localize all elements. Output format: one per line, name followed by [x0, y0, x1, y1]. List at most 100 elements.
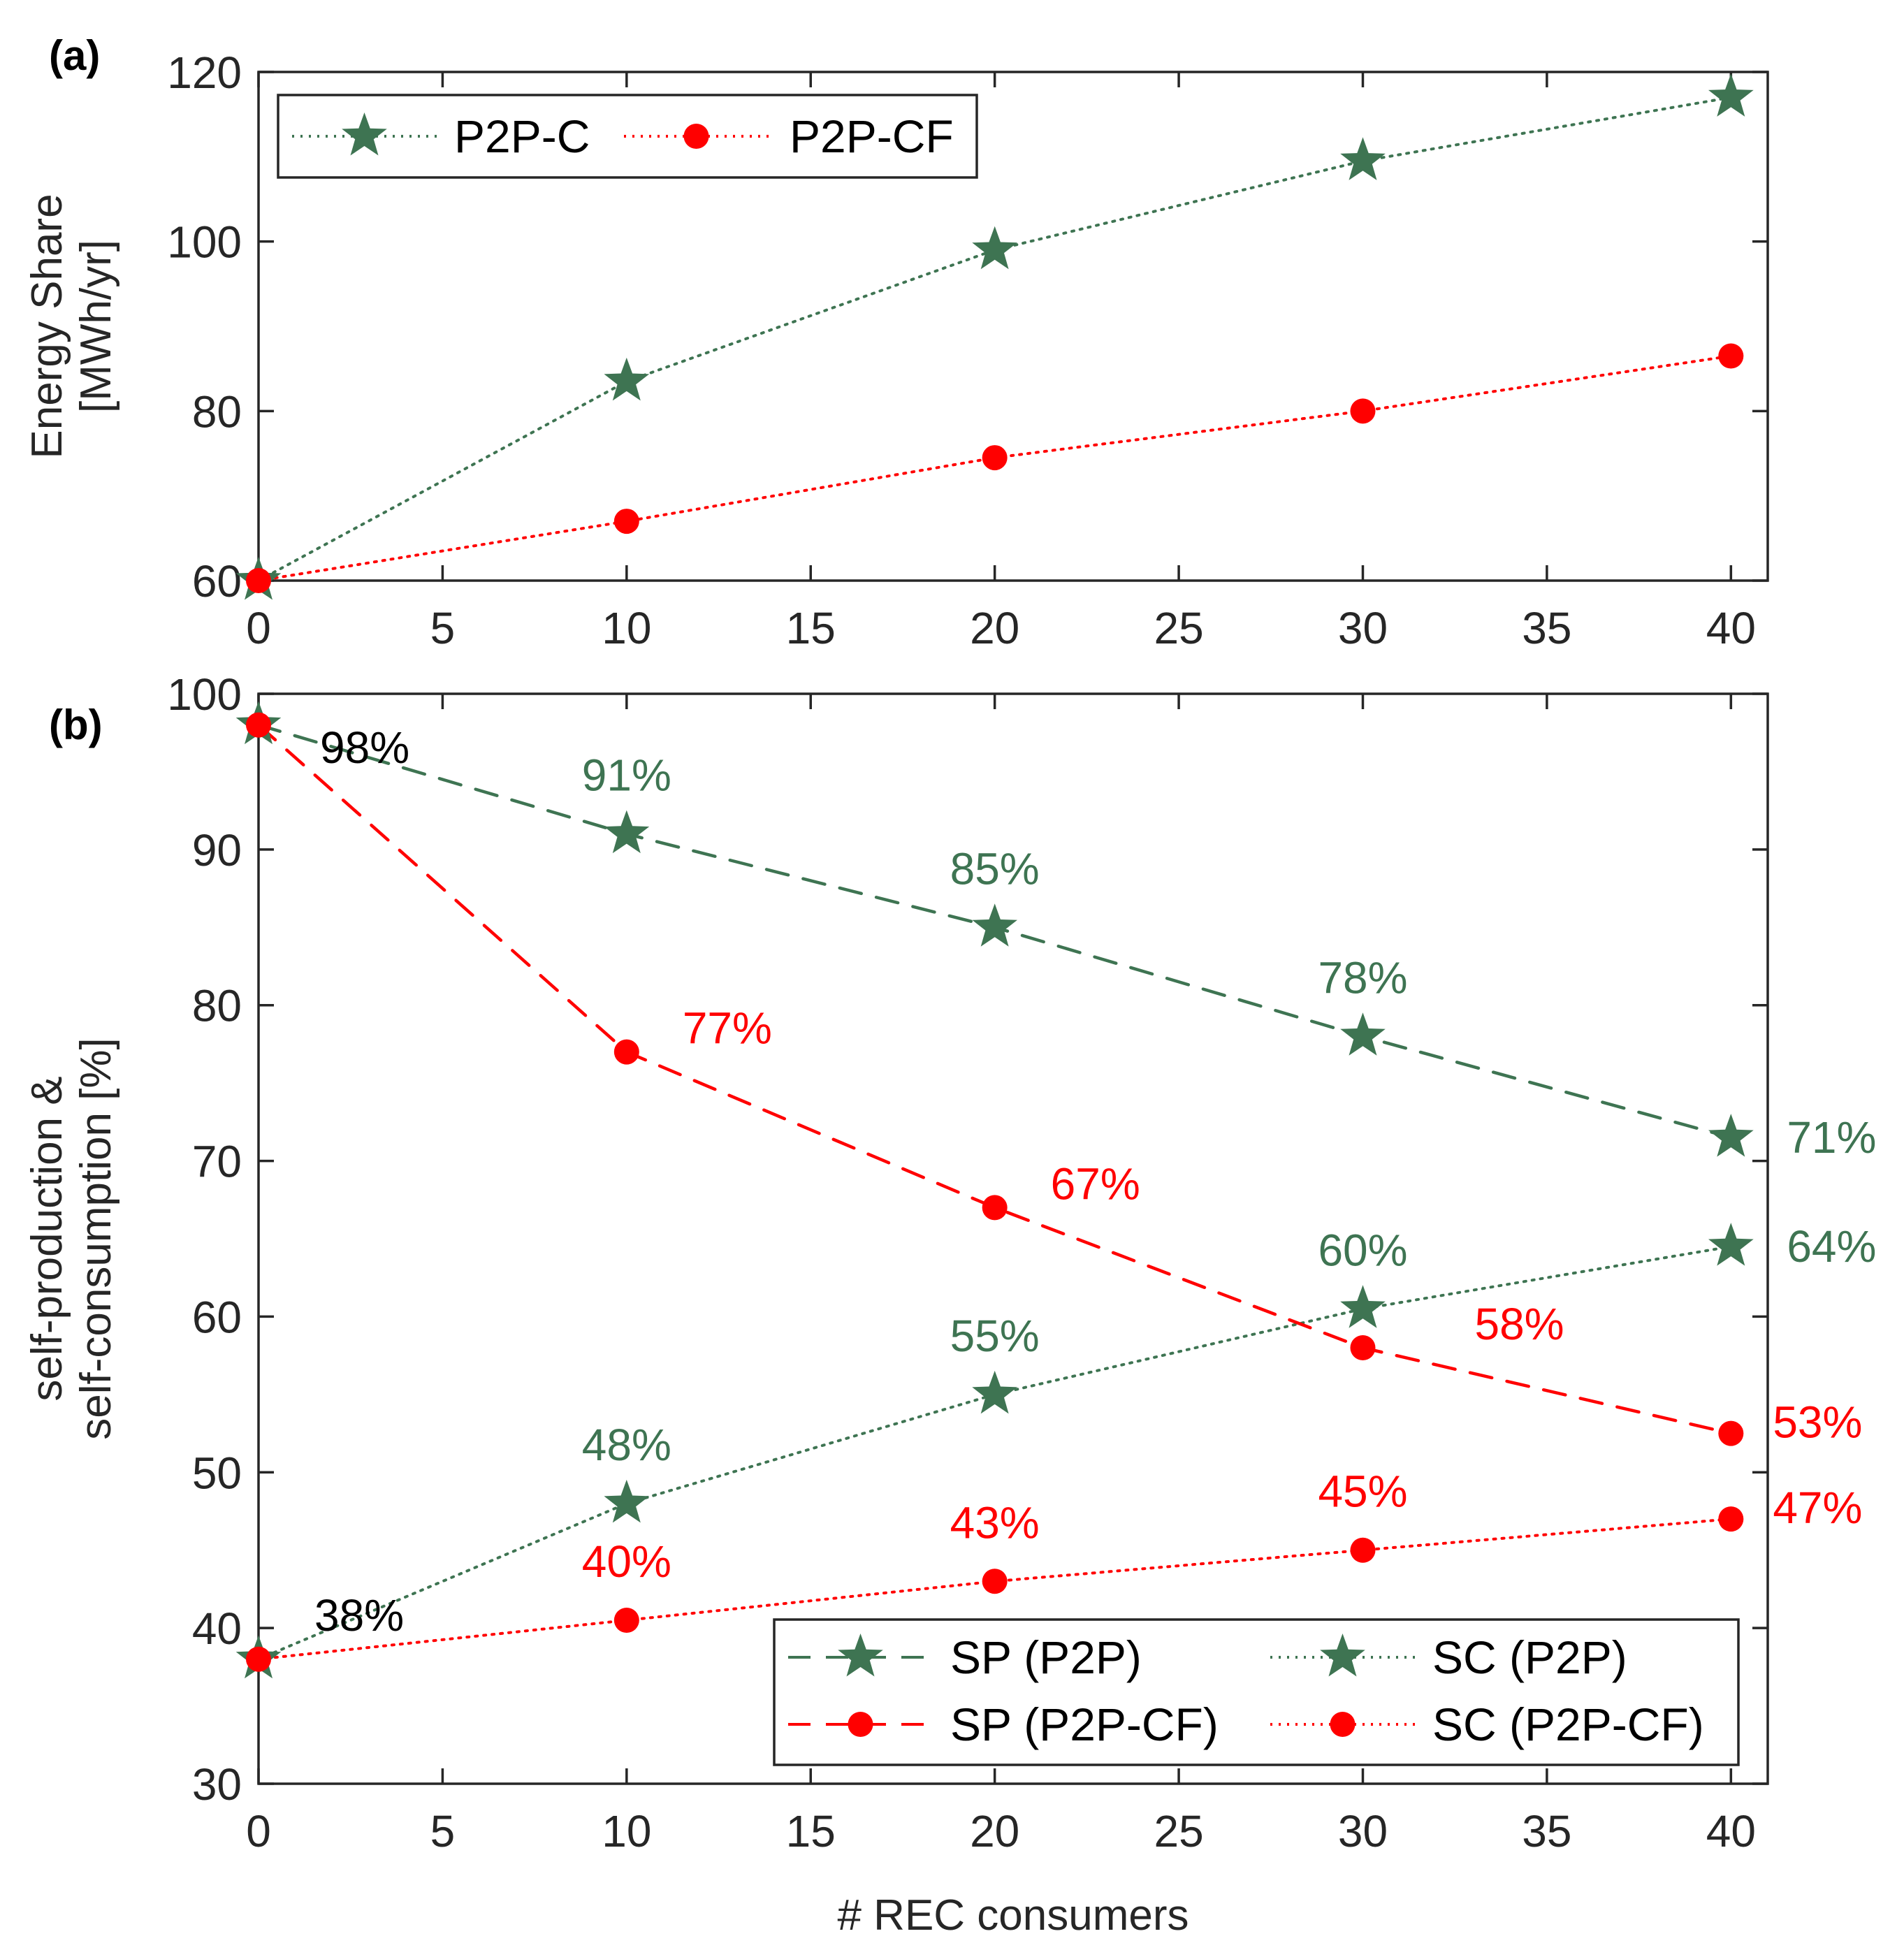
- y-tick-label: 60: [192, 1292, 242, 1342]
- data-label-sc-p2p-cf-30: 45%: [1318, 1467, 1407, 1517]
- point-sc-p2p-30: [1340, 1285, 1386, 1328]
- panel-b-plot-frame: [257, 692, 1769, 1785]
- data-label-sc-p2p-10: 48%: [582, 1420, 671, 1470]
- x-tick-label: 15: [786, 603, 836, 653]
- y-tick-label: 70: [192, 1137, 242, 1187]
- point-sc-p2p-cf-0: [246, 1646, 271, 1672]
- point-sp-p2p-cf-0: [246, 712, 271, 738]
- data-label-sc-p2p-20: 55%: [950, 1311, 1040, 1361]
- legend-marker-shape-p2p-c: [342, 112, 387, 156]
- legend-label-sc-p2p-cf: SC (P2P-CF): [1432, 1698, 1704, 1750]
- legend-marker-shape-sc-p2p-cf: [1330, 1712, 1356, 1737]
- x-tick-label: 30: [1338, 1806, 1388, 1856]
- point-p2p-cf-10: [613, 509, 639, 534]
- legend-marker-p2p-c: [342, 112, 387, 156]
- x-tick-label: 15: [786, 1806, 836, 1856]
- y-tick-label: 100: [167, 669, 242, 720]
- point-sp-p2p-cf-10: [613, 1039, 639, 1065]
- x-tick-label: 35: [1522, 1806, 1571, 1856]
- panel-a-ylabel-line1: Energy Share: [23, 194, 71, 458]
- legend-marker-sp-p2p-cf: [848, 1712, 873, 1737]
- series-line-p2p-c: [257, 96, 1733, 582]
- panel-b-ylabel-line2: self-consumption [%]: [72, 1038, 120, 1439]
- data-label-sc-p2p-40: 64%: [1787, 1221, 1876, 1272]
- y-tick-label: 80: [192, 386, 242, 437]
- x-tick-label: 25: [1154, 1806, 1203, 1856]
- point-p2p-c-40: [1708, 73, 1754, 117]
- x-tick-label: 10: [602, 1806, 651, 1856]
- x-tick-label: 25: [1154, 603, 1203, 653]
- point-p2p-c-30: [1340, 137, 1386, 180]
- point-sc-p2p-cf-30: [1350, 1537, 1376, 1563]
- x-tick-label: 10: [602, 603, 651, 653]
- point-sc-p2p-10: [604, 1479, 650, 1523]
- data-label-sp-p2p-30: 78%: [1318, 952, 1407, 1003]
- legend-label-sp-p2p-cf: SP (P2P-CF): [950, 1698, 1219, 1750]
- panel-b-series: [235, 701, 1754, 1679]
- legend-label-sp-p2p: SP (P2P): [950, 1631, 1142, 1683]
- y-tick-label: 100: [167, 217, 242, 268]
- data-label-sp-p2p-cf-40: 53%: [1773, 1397, 1862, 1448]
- point-sc-p2p-cf-10: [613, 1608, 639, 1633]
- panel-b-data-labels: 91% 85% 78% 71% 48% 55% 60% 64% 77% 67% 58% 53% 40% 4…: [582, 750, 1877, 1587]
- legend-marker-sc-p2p: [1320, 1634, 1365, 1677]
- x-tick-label: 20: [970, 603, 1019, 653]
- data-label-sp-p2p-10: 91%: [582, 750, 671, 801]
- legend-label-sc-p2p: SC (P2P): [1432, 1631, 1627, 1683]
- data-label-sp-p2p-20: 85%: [950, 843, 1040, 894]
- point-sp-p2p-cf-20: [982, 1195, 1008, 1221]
- panel-b-xlabel: # REC consumers: [837, 1891, 1189, 1940]
- data-label-sc-p2p-cf-20: 43%: [950, 1497, 1040, 1548]
- x-tick-label: 20: [970, 1806, 1019, 1856]
- start-label-sp: 98%: [320, 722, 409, 773]
- y-tick-label: 60: [192, 556, 242, 606]
- panel-b-ylabel-line1: self-production &: [23, 1076, 71, 1401]
- x-tick-label: 40: [1706, 603, 1756, 653]
- panel-b-label: (b): [49, 701, 103, 748]
- point-sc-p2p-cf-20: [982, 1569, 1008, 1594]
- point-sp-p2p-10: [604, 810, 650, 854]
- legend-marker-sc-p2p-cf: [1330, 1712, 1356, 1737]
- data-label-sc-p2p-cf-40: 47%: [1773, 1483, 1862, 1533]
- y-tick-label: 50: [192, 1448, 242, 1498]
- panel-b-legend: SP (P2P) SC (P2P) SP (P2P-CF) SC (P2P-CF…: [773, 1618, 1740, 1766]
- panel-b-legend-box: [773, 1618, 1740, 1766]
- x-tick-label: 40: [1706, 1806, 1756, 1856]
- legend-marker-shape-sp-p2p: [838, 1634, 883, 1677]
- panel-a-label: (a): [49, 32, 100, 79]
- panel-a-ticks: 0 5 10 15 20 25 30 35 40 60 80 100 120: [167, 48, 1768, 653]
- panel-a-ylabel-line2: [MWh/yr]: [72, 240, 120, 413]
- panel-b: (b) self-production & self-consumption […: [23, 669, 1876, 1940]
- series-line-sp-p2p-cf: [256, 723, 1733, 1435]
- point-p2p-c-20: [972, 226, 1017, 270]
- series-line-sc-p2p: [257, 1245, 1733, 1661]
- point-sp-p2p-20: [972, 903, 1017, 947]
- point-p2p-cf-20: [982, 445, 1008, 471]
- x-tick-label: 5: [430, 603, 456, 653]
- point-p2p-c-10: [604, 357, 650, 401]
- data-label-sp-p2p-40: 71%: [1787, 1112, 1876, 1163]
- legend-label-p2p-cf: P2P-CF: [790, 110, 954, 162]
- x-tick-label: 35: [1522, 603, 1571, 653]
- panel-a-legend: P2P-C P2P-CF: [277, 94, 978, 179]
- point-sc-p2p-40: [1708, 1223, 1754, 1266]
- data-label-sc-p2p-cf-10: 40%: [582, 1536, 671, 1587]
- legend-marker-shape-sp-p2p-cf: [848, 1712, 873, 1737]
- x-tick-label: 5: [430, 1806, 456, 1856]
- x-tick-label: 30: [1338, 603, 1388, 653]
- point-p2p-cf-30: [1350, 398, 1376, 424]
- legend-marker-p2p-cf: [683, 124, 709, 149]
- start-label-sc: 38%: [314, 1590, 404, 1640]
- data-label-sp-p2p-cf-20: 67%: [1051, 1158, 1140, 1209]
- panel-a: (a) Energy Share [MWh/yr] 0 5 10 15 20 25 30 35…: [23, 32, 1769, 653]
- point-sp-p2p-40: [1708, 1114, 1754, 1157]
- data-label-sp-p2p-cf-10: 77%: [683, 1003, 772, 1054]
- panel-b-ticks: 0 5 10 15 20 25 30 35 40 30 40 50 60 70 80 90 100: [167, 669, 1768, 1856]
- y-tick-label: 30: [192, 1759, 242, 1810]
- data-label-sp-p2p-cf-30: 58%: [1474, 1299, 1564, 1349]
- point-sc-p2p-20: [972, 1370, 1017, 1414]
- point-p2p-cf-0: [246, 568, 271, 593]
- y-tick-label: 80: [192, 981, 242, 1031]
- legend-marker-shape-p2p-cf: [683, 124, 709, 149]
